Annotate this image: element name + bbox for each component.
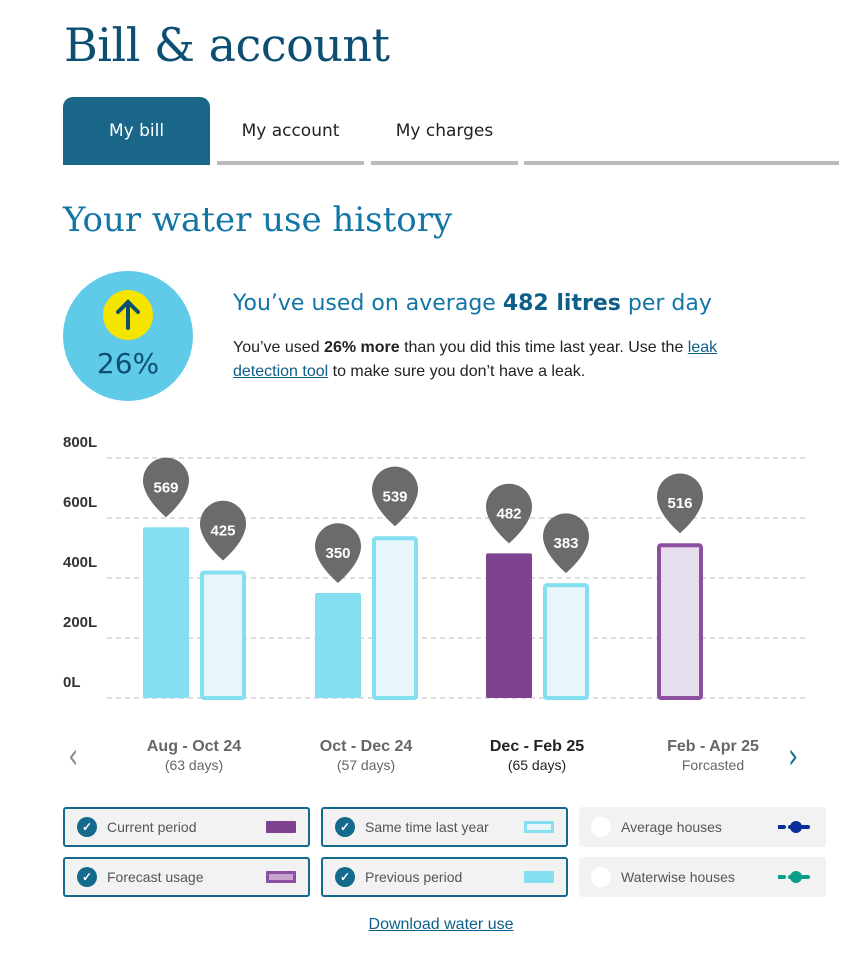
checkmark-icon: ✓ — [335, 867, 355, 887]
download-water-use-link[interactable]: Download water use — [368, 916, 514, 933]
legend-swatch — [266, 871, 296, 883]
value-pin — [200, 500, 246, 561]
value-pin — [486, 483, 532, 544]
bar-value-label: 516 — [667, 495, 692, 512]
desc-text: than you did this time last year. Use th… — [399, 339, 688, 356]
leak-detection-link[interactable]: leak detection tool — [233, 339, 718, 380]
tab-my-account[interactable]: My account — [241, 121, 340, 141]
legend-toggle-previous-period[interactable]: ✓ Previous period — [321, 857, 568, 897]
legend-line-marker-icon — [778, 821, 814, 833]
x-category-label: Aug - Oct 24 — [147, 738, 241, 755]
bar-value-label: 425 — [210, 523, 235, 540]
usage-change-badge: 26% — [63, 271, 193, 401]
legend-toggle-forecast-usage[interactable]: ✓ Forecast usage — [63, 857, 310, 897]
legend-label: Forecast usage — [107, 869, 204, 885]
desc-text: You’ve used — [233, 339, 325, 356]
bar-value-label: 569 — [153, 479, 178, 496]
y-tick-label: 800L — [63, 434, 97, 451]
x-category-sublabel: (63 days) — [165, 757, 223, 773]
tab-underline — [63, 161, 210, 165]
bar-forecast — [657, 543, 703, 700]
bar-current — [486, 553, 532, 698]
legend-toggle-current-period[interactable]: ✓ Current period — [63, 807, 310, 847]
legend-line-marker-icon — [778, 871, 814, 883]
legend-label: Current period — [107, 819, 197, 835]
avg-prefix: You’ve used on average — [233, 291, 503, 316]
page-title: Bill & account — [64, 18, 390, 72]
bar-last_year — [543, 583, 589, 701]
x-category-label: Feb - Apr 25 — [667, 738, 759, 755]
tab-my-charges[interactable]: My charges — [395, 121, 494, 141]
average-usage: You’ve used on average 482 litres per da… — [233, 291, 712, 316]
next-period-chevron-icon[interactable]: › — [788, 736, 799, 777]
bar-last_year — [200, 570, 246, 700]
bar-previous — [143, 527, 189, 698]
value-pin — [372, 466, 418, 527]
legend-swatch — [524, 871, 554, 883]
legend-label: Waterwise houses — [621, 869, 735, 885]
bar-value-label: 482 — [496, 505, 521, 522]
tab-underline — [524, 161, 839, 165]
legend-label: Average houses — [621, 819, 722, 835]
usage-change-percent: 26% — [96, 347, 160, 380]
avg-value: 482 litres — [502, 291, 621, 316]
bar-previous — [315, 593, 361, 698]
x-category-label: Dec - Feb 25 — [490, 738, 584, 755]
avg-suffix: per day — [620, 291, 712, 316]
x-category-label: Oct - Dec 24 — [320, 738, 413, 755]
arrow-up-icon — [103, 290, 153, 340]
y-tick-label: 400L — [63, 554, 97, 571]
bar-value-label: 539 — [382, 488, 407, 505]
value-pin — [143, 457, 189, 518]
y-tick-label: 200L — [63, 614, 97, 631]
bar-value-label: 350 — [325, 545, 350, 562]
y-tick-label: 600L — [63, 494, 97, 511]
legend-swatch — [524, 821, 554, 833]
section-title: Your water use history — [63, 200, 453, 240]
value-pin — [657, 473, 704, 534]
usage-description: You’ve used 26% more than you did this t… — [233, 336, 753, 384]
checkmark-icon: ✓ — [77, 817, 97, 837]
checkmark-icon: ✓ — [77, 867, 97, 887]
x-category-sublabel: Forcasted — [682, 757, 744, 773]
unchecked-circle-icon — [591, 817, 611, 837]
value-pin — [315, 523, 361, 583]
desc-text: to make sure you don’t have a leak. — [328, 363, 586, 380]
bar-value-label: 383 — [553, 535, 578, 552]
water-use-chart: 0L 200L 400L 600L 800L 569 425 Aug - Oct 24 (63 … — [63, 434, 805, 773]
tab-underline — [217, 161, 364, 165]
y-tick-label: 0L — [63, 674, 81, 691]
x-category-sublabel: (57 days) — [337, 757, 395, 773]
x-category-sublabel: (65 days) — [508, 757, 566, 773]
legend-label: Previous period — [365, 869, 463, 885]
prev-period-chevron-icon[interactable]: ‹ — [68, 736, 79, 777]
legend-toggle-waterwise-houses[interactable]: Waterwise houses — [579, 857, 826, 897]
legend-label: Same time last year — [365, 819, 489, 835]
tab-my-bill[interactable]: My bill — [63, 97, 210, 165]
legend-swatch — [266, 821, 296, 833]
desc-bold: 26% more — [324, 339, 400, 356]
tab-underline — [371, 161, 518, 165]
bar-last_year — [372, 536, 418, 700]
checkmark-icon: ✓ — [335, 817, 355, 837]
legend-toggle-same-time-last-year[interactable]: ✓ Same time last year — [321, 807, 568, 847]
value-pin — [543, 513, 589, 574]
tabs: My bill My account My charges — [63, 97, 839, 165]
unchecked-circle-icon — [591, 867, 611, 887]
legend-toggle-average-houses[interactable]: Average houses — [579, 807, 826, 847]
